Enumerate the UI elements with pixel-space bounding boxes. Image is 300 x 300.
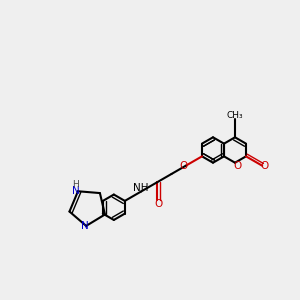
Text: CH₃: CH₃ bbox=[227, 111, 243, 120]
Text: O: O bbox=[260, 161, 268, 171]
Text: O: O bbox=[180, 161, 188, 171]
Text: H: H bbox=[73, 180, 80, 189]
Text: N: N bbox=[81, 221, 89, 231]
Text: O: O bbox=[233, 161, 241, 171]
Text: N: N bbox=[72, 186, 80, 196]
Text: NH: NH bbox=[133, 183, 149, 193]
Text: O: O bbox=[154, 199, 162, 209]
